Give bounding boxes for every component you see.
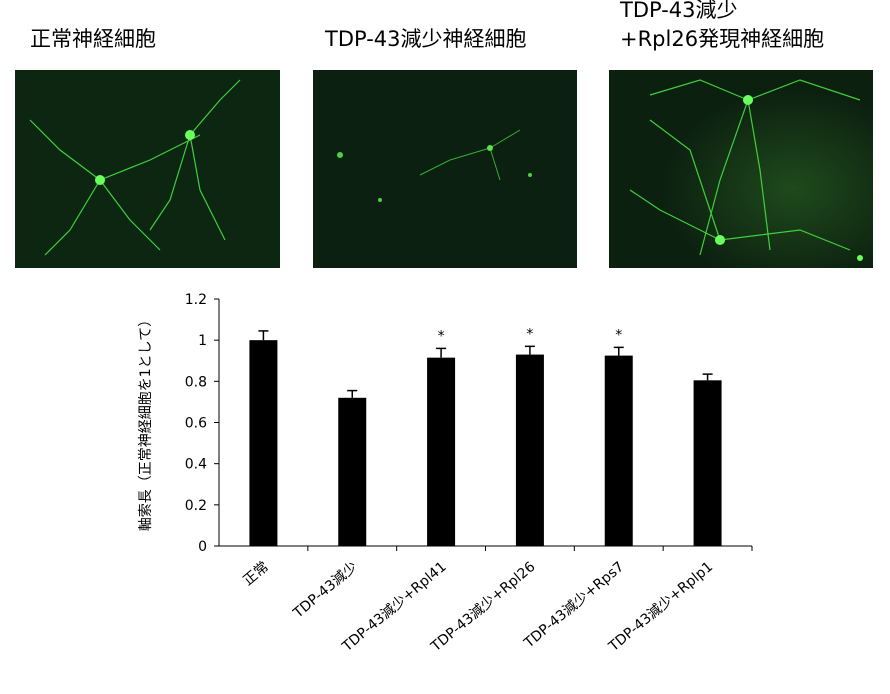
- y-tick-label: 1: [198, 333, 207, 349]
- micrograph: [609, 70, 873, 268]
- x-tick-label: TDP-43減少: [289, 558, 361, 622]
- panel-caption: TDP-43減少: [619, 0, 738, 22]
- significance-mark: *: [438, 328, 445, 344]
- error-bar: [524, 345, 535, 355]
- bar: [693, 380, 722, 546]
- error-bar: [258, 330, 269, 341]
- y-tick-label: 1.2: [185, 292, 207, 308]
- bar: [338, 397, 367, 546]
- significance-mark: *: [526, 326, 533, 342]
- error-bar: [347, 389, 358, 398]
- y-tick-label: 0.6: [185, 416, 207, 432]
- y-tick-label: 0: [198, 539, 207, 555]
- bar: [427, 357, 456, 546]
- error-bar: [613, 346, 624, 356]
- y-axis-label: 軸索長（正常神経細胞を1として）: [137, 313, 154, 532]
- micrograph: [313, 70, 577, 268]
- bar: [515, 354, 544, 546]
- panel-caption: 正常神経細胞: [30, 27, 156, 51]
- error-bar: [436, 347, 447, 358]
- y-tick-label: 0.4: [185, 457, 207, 473]
- micrograph: [15, 70, 280, 268]
- bar: [604, 355, 633, 546]
- bar: [249, 340, 278, 546]
- panel-caption: +Rpl26発現神経細胞: [620, 27, 824, 51]
- y-tick-label: 0.8: [185, 374, 207, 390]
- x-tick-label: 正常: [240, 559, 272, 589]
- significance-mark: *: [615, 327, 622, 343]
- error-bar: [702, 373, 713, 381]
- panel-caption: TDP-43減少神経細胞: [324, 27, 527, 51]
- y-tick-label: 0.2: [185, 498, 207, 514]
